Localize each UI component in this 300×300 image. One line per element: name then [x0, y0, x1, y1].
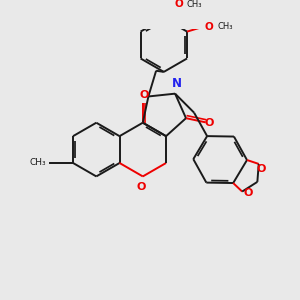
Text: O: O [174, 0, 183, 9]
Text: CH₃: CH₃ [187, 0, 203, 9]
Text: O: O [205, 22, 213, 32]
Text: O: O [204, 118, 214, 128]
Text: O: O [244, 188, 253, 198]
Text: CH₃: CH₃ [29, 158, 46, 167]
Text: O: O [137, 182, 146, 192]
Text: O: O [256, 164, 266, 174]
Text: CH₃: CH₃ [217, 22, 233, 32]
Text: N: N [171, 77, 182, 90]
Text: O: O [140, 90, 149, 100]
